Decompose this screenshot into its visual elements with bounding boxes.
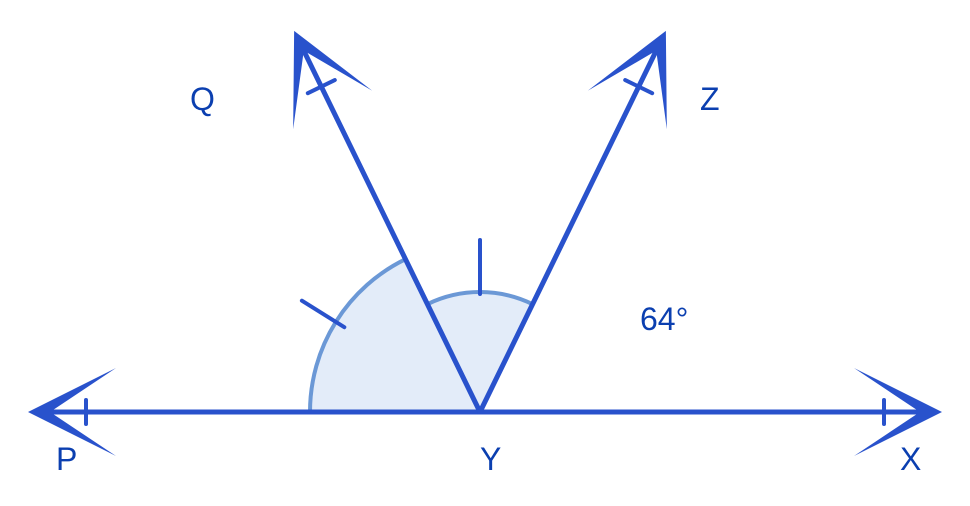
ray-yz bbox=[480, 51, 656, 412]
angle-diagram: P Q Y Z X 64° bbox=[0, 0, 970, 506]
label-y: Y bbox=[480, 441, 501, 477]
label-angle-xyz: 64° bbox=[640, 301, 688, 337]
arc-tick-pyq bbox=[302, 301, 344, 327]
label-p: P bbox=[56, 441, 77, 477]
label-q: Q bbox=[190, 81, 215, 117]
label-x: X bbox=[900, 441, 921, 477]
label-z: Z bbox=[700, 81, 720, 117]
